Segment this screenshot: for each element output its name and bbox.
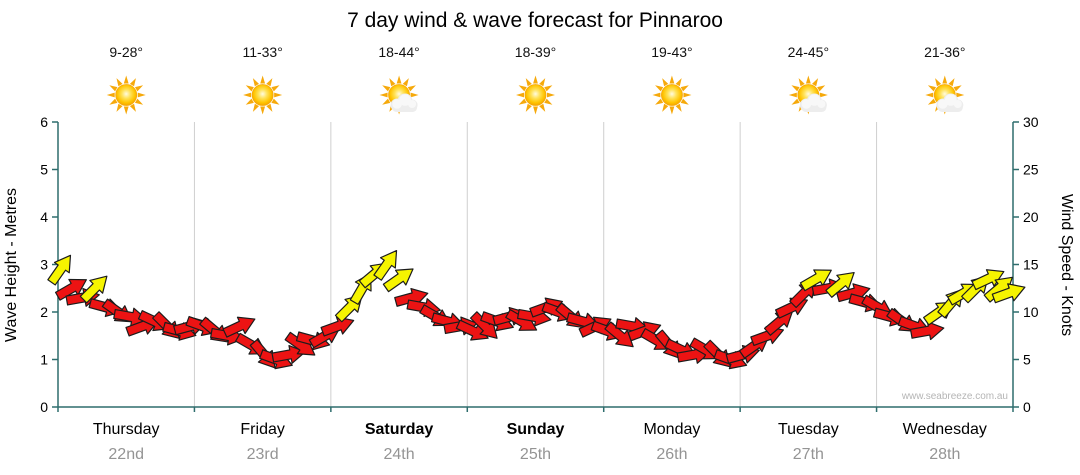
right-tick-label: 25 [1023, 162, 1039, 178]
sun-cloud-icon [925, 75, 965, 115]
right-tick-label: 15 [1023, 257, 1039, 273]
temp-range: 9-28° [109, 44, 143, 60]
temp-range: 24-45° [788, 44, 829, 60]
day-name-label: Monday [643, 421, 700, 438]
sun-icon [652, 75, 692, 115]
day-name-label: Saturday [365, 421, 434, 438]
temp-range: 21-36° [924, 44, 965, 60]
sun-icon [106, 75, 146, 115]
wind-arrow [909, 321, 945, 341]
day-date-label: 28th [929, 446, 960, 463]
sun-cloud-icon [788, 75, 828, 115]
gridlines [193, 122, 878, 407]
cloud-icon [390, 93, 418, 112]
day-name-label: Sunday [507, 421, 565, 438]
cloud-icon [936, 93, 964, 112]
wind-arrow [373, 249, 398, 281]
left-tick-label: 5 [40, 162, 48, 178]
wind-arrow [47, 254, 72, 286]
watermark: www.seabreeze.com.au [901, 391, 1008, 402]
day-date-label: 27th [793, 446, 824, 463]
day-name-label: Thursday [93, 421, 160, 438]
cloud-icon [799, 93, 827, 112]
temp-range: 18-39° [515, 44, 556, 60]
day-name-label: Tuesday [778, 421, 839, 438]
wind-arrow [604, 321, 634, 348]
left-tick-label: 0 [40, 399, 48, 415]
day-date-label: 25th [520, 446, 551, 463]
wind-arrow [799, 269, 832, 292]
day-name-label: Friday [240, 421, 284, 438]
left-tick-label: 6 [40, 114, 48, 130]
wind-arrow [382, 268, 414, 293]
right-tick-label: 10 [1023, 304, 1039, 320]
wind-arrow [971, 269, 1005, 291]
wind-arrows [47, 249, 1026, 370]
right-tick-label: 30 [1023, 114, 1039, 130]
left-tick-label: 4 [40, 209, 48, 225]
right-tick-label: 20 [1023, 209, 1039, 225]
day-date-label: 24th [384, 446, 415, 463]
wind-arrow [825, 271, 855, 298]
sun-icon [243, 75, 283, 115]
sun-icon [516, 75, 555, 115]
left-axis-label: Wave Height - Metres [3, 188, 20, 342]
wind-arrow [222, 316, 256, 338]
day-name-label: Wednesday [903, 421, 987, 438]
axes: 0 1 2 3 4 5 6 0 5 10 15 20 25 30 [40, 114, 1039, 415]
right-tick-label: 0 [1023, 399, 1031, 415]
right-axis-label: Wind Speed - Knots [1058, 194, 1075, 336]
page-title: 7 day wind & wave forecast for Pinnaroo [347, 9, 723, 32]
left-tick-label: 3 [40, 257, 48, 273]
wind-arrow [79, 275, 108, 304]
sun-cloud-icon [379, 75, 419, 115]
day-date-label: 22nd [108, 446, 144, 463]
day-date-label: 23rd [247, 446, 279, 463]
temp-range: 19-43° [651, 44, 692, 60]
left-tick-label: 2 [40, 304, 48, 320]
day-columns: 9-28° Thursday 22nd 11-33° Friday 23rd 18-44° S… [93, 44, 987, 463]
day-date-label: 26th [656, 446, 687, 463]
wind-arrow [320, 316, 355, 337]
temp-range: 18-44° [378, 44, 419, 60]
wind-arrow [271, 344, 306, 364]
temp-range: 11-33° [242, 44, 282, 60]
left-tick-label: 1 [40, 352, 48, 368]
wind-arrow [991, 283, 1026, 304]
wind-arrow [455, 319, 489, 341]
wind-arrow [54, 278, 87, 301]
right-tick-label: 5 [1023, 352, 1031, 368]
